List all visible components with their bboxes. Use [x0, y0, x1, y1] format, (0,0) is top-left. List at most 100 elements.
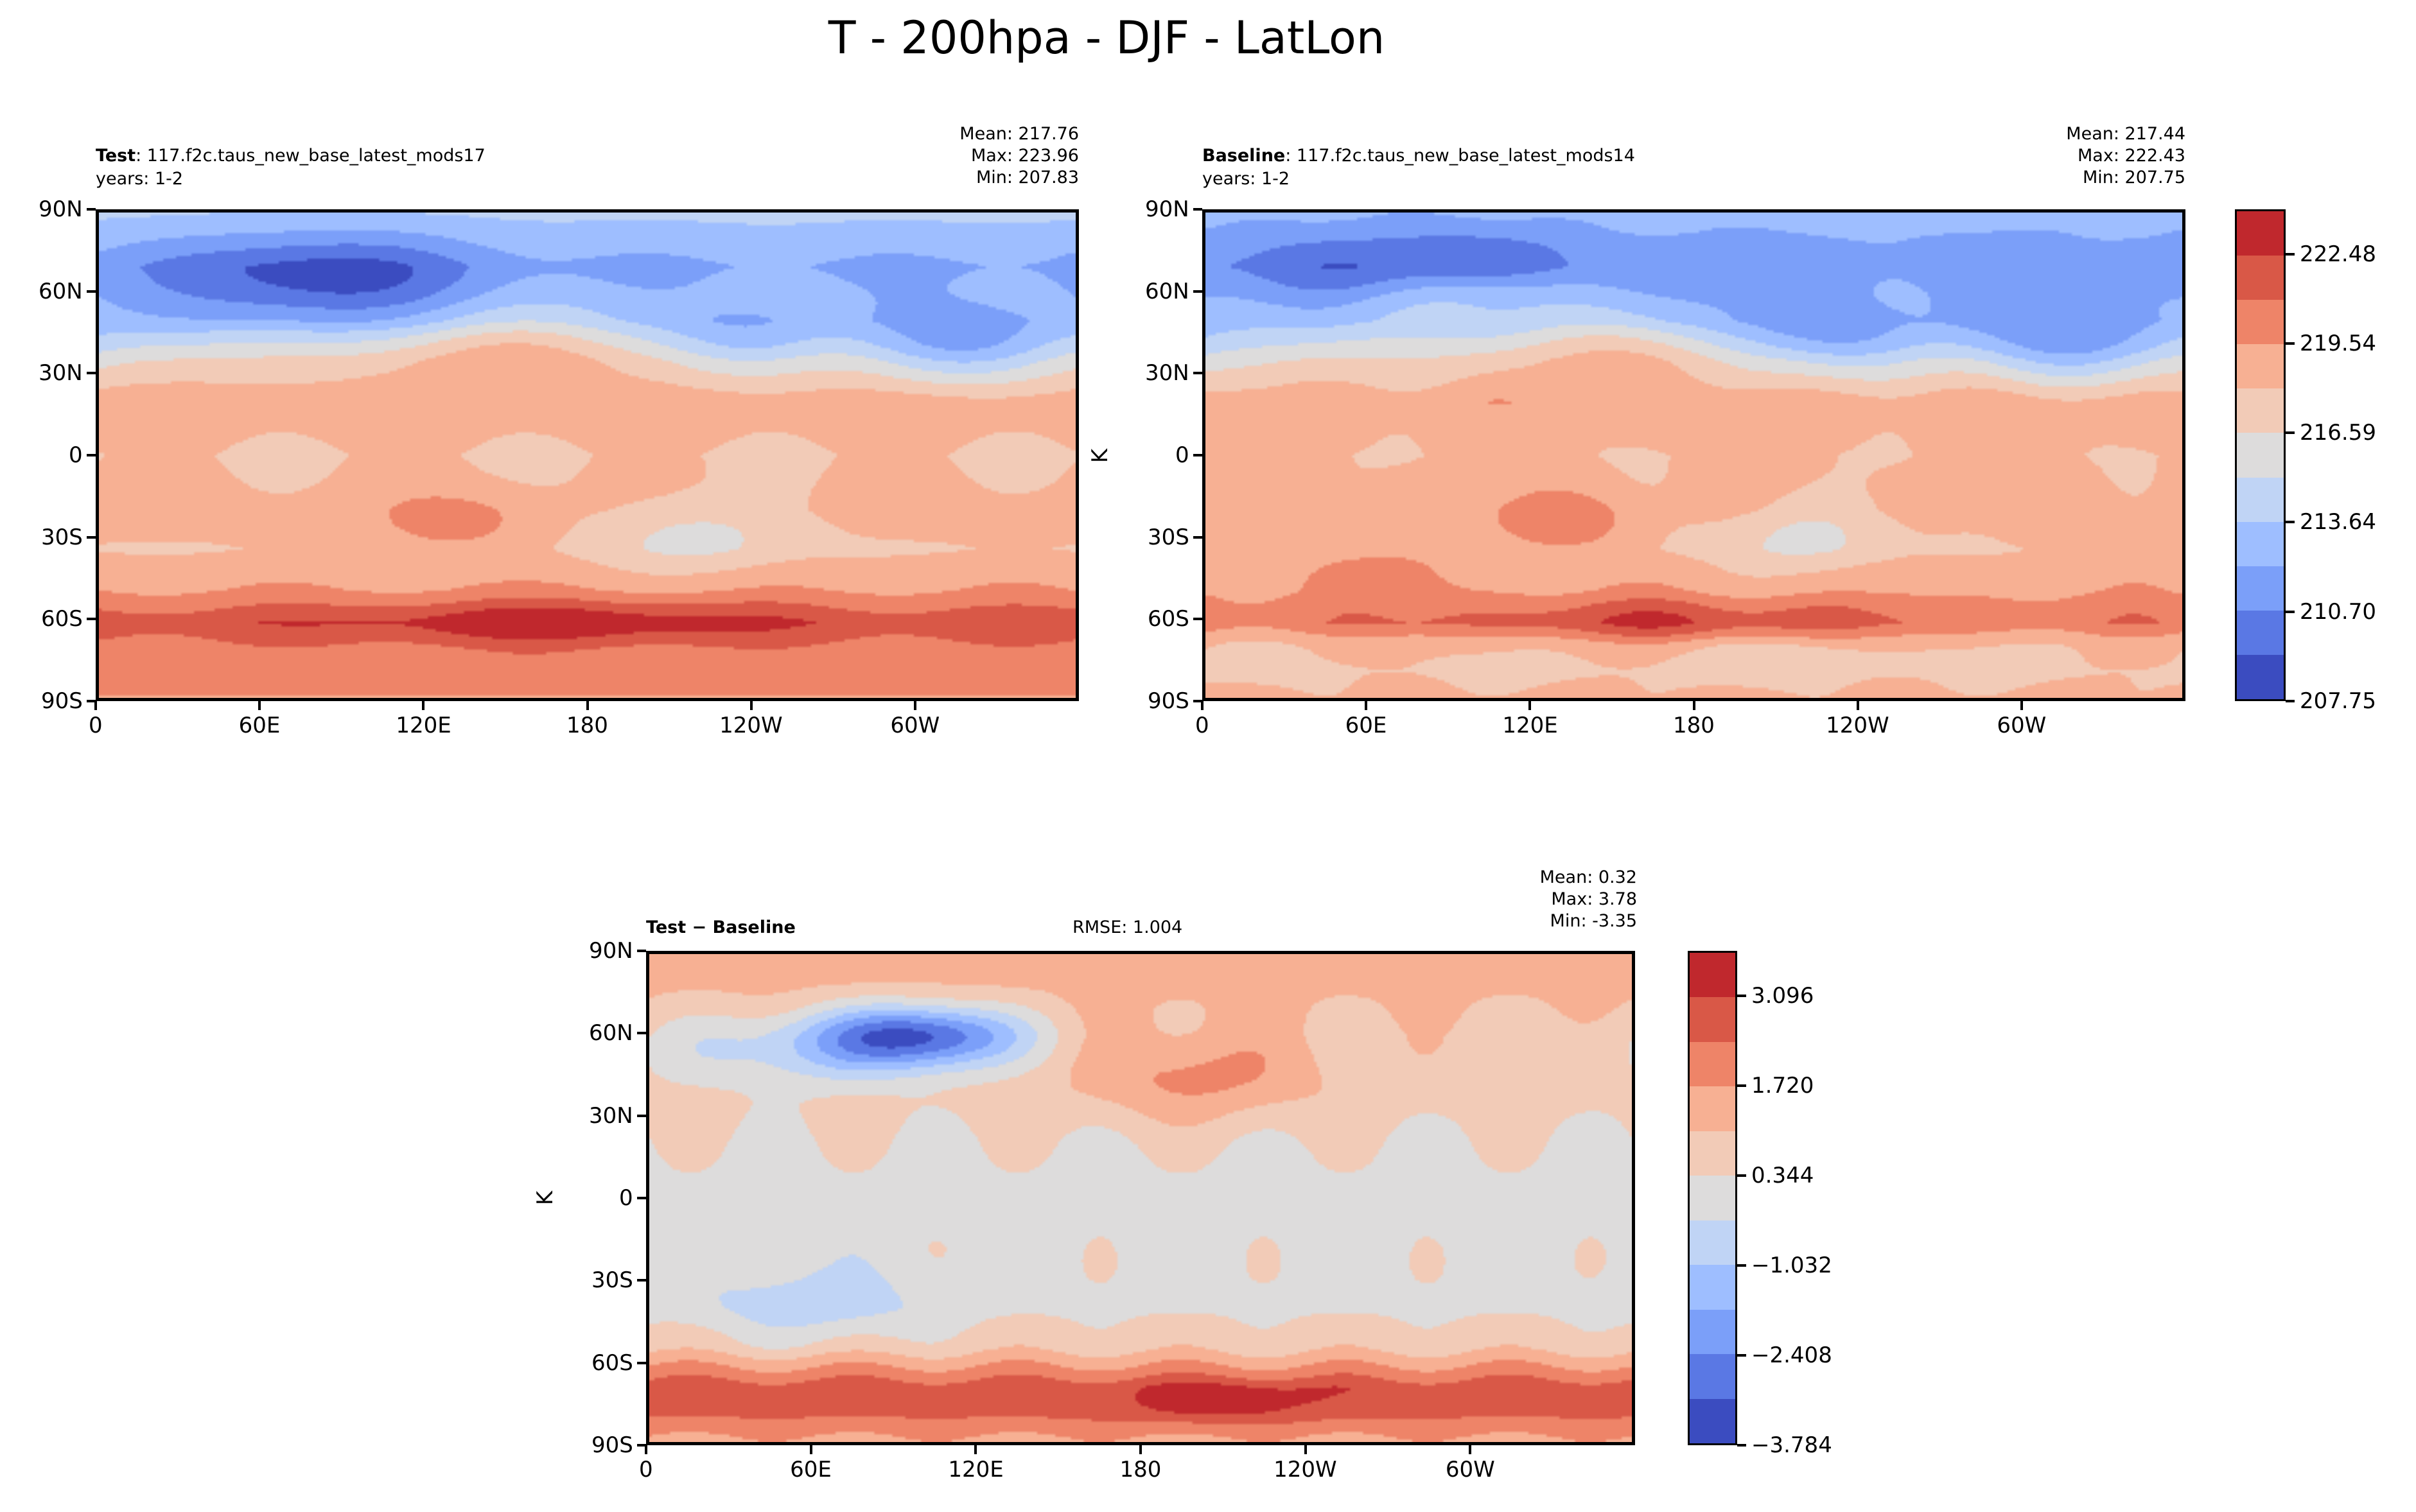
y-tick-label: 0	[619, 1185, 633, 1211]
y-tick-mark	[1193, 535, 1202, 539]
x-tick-mark	[1469, 1445, 1472, 1454]
y-tick-label: 60N	[589, 1020, 633, 1047]
y-tick-label: 60N	[39, 278, 83, 304]
colorbar-tick-mark	[1737, 1444, 1746, 1447]
y-tick-mark	[1193, 208, 1202, 211]
y-tick-label: 60N	[1145, 278, 1189, 304]
mean: Mean: 0.32	[1539, 867, 1637, 887]
colorbar-tick-label: 3.096	[1751, 983, 1814, 1009]
y-tick-mark	[87, 618, 96, 621]
label-bold: Test	[96, 146, 136, 166]
colorbar-band	[2237, 521, 2284, 566]
colorbar-band	[2237, 344, 2284, 389]
colorbar-tick-mark	[1737, 1264, 1746, 1267]
min: Min: 207.83	[976, 168, 1079, 187]
colorbar-tick-label: 213.64	[2300, 509, 2376, 535]
y-tick-mark	[1193, 700, 1202, 702]
y-tick-label: 90S	[41, 688, 83, 714]
map-test	[96, 209, 1079, 701]
x-tick-label: 120E	[948, 1457, 1004, 1482]
y-tick-mark	[637, 1279, 646, 1282]
y-tick-mark	[87, 372, 96, 375]
colorbar-tick-label: 207.75	[2300, 688, 2376, 714]
colorbar-band	[2237, 610, 2284, 655]
colorbar-tick-label: 1.720	[1751, 1073, 1814, 1099]
colorbar-band	[1690, 1398, 1735, 1443]
y-tick-label: 90N	[39, 196, 83, 222]
contour-field-baseline	[1205, 213, 2182, 698]
y-axis-label: K	[532, 1190, 559, 1206]
y-tick-label: 0	[69, 442, 83, 468]
colorbar-tick-mark	[2286, 252, 2295, 256]
panel-baseline-stats: Mean: 217.44 Max: 222.43 Min: 207.75	[2066, 123, 2185, 189]
max: Max: 222.43	[2078, 146, 2185, 166]
y-axis-label: K	[1087, 448, 1114, 464]
x-tick-label: 120W	[719, 713, 783, 738]
x-tick-mark	[645, 1445, 647, 1454]
colorbar-tick-mark	[1737, 1174, 1746, 1177]
x-tick-mark	[974, 1445, 977, 1454]
colorbar-tick-mark	[2286, 342, 2295, 345]
colorbar-band	[1690, 1131, 1735, 1176]
mean: Mean: 217.44	[2066, 124, 2185, 144]
colorbar-band	[1690, 1354, 1735, 1399]
colorbar-band	[1690, 1309, 1735, 1355]
label-text: : 117.f2c.taus_new_base_latest_mods14	[1285, 146, 1635, 166]
colorbar-main	[2235, 209, 2286, 701]
y-tick-label: 30N	[1145, 360, 1189, 387]
y-tick-mark	[87, 208, 96, 211]
x-tick-mark	[1365, 701, 1368, 710]
x-tick-mark	[422, 701, 425, 710]
x-tick-label: 120W	[1826, 713, 1889, 738]
y-tick-mark	[637, 1361, 646, 1364]
max: Max: 3.78	[1551, 889, 1637, 909]
colorbar-band	[1690, 1220, 1735, 1265]
figure-title: T - 200hpa - DJF - LatLon	[828, 12, 1385, 64]
colorbar-band	[2237, 654, 2284, 699]
contour-field-difference	[649, 954, 1632, 1442]
x-tick-label: 60E	[1345, 713, 1387, 738]
y-tick-mark	[87, 454, 96, 456]
x-tick-label: 60W	[1997, 713, 2047, 738]
colorbar-band	[2237, 388, 2284, 433]
x-tick-mark	[749, 701, 753, 710]
x-tick-mark	[1139, 1445, 1142, 1454]
mean: Mean: 217.76	[959, 124, 1079, 144]
y-tick-label: 90N	[1145, 196, 1189, 222]
y-tick-mark	[1193, 618, 1202, 621]
colorbar-diff	[1688, 951, 1737, 1445]
y-tick-label: 0	[1175, 442, 1189, 468]
x-tick-mark	[809, 1445, 812, 1454]
x-tick-mark	[1692, 701, 1695, 710]
colorbar-band	[1690, 1265, 1735, 1310]
map-difference	[646, 951, 1635, 1445]
y-tick-label: 60S	[1148, 606, 1189, 632]
colorbar-tick-mark	[2286, 610, 2295, 613]
colorbar-tick-label: 216.59	[2300, 420, 2376, 446]
x-tick-mark	[1856, 701, 1859, 710]
label-text: : 117.f2c.taus_new_base_latest_mods17	[136, 146, 486, 166]
colorbar-tick-label: −3.784	[1751, 1432, 1832, 1458]
colorbar-band	[2237, 477, 2284, 522]
y-tick-mark	[1193, 290, 1202, 293]
x-tick-label: 60E	[238, 713, 281, 738]
y-tick-mark	[637, 950, 646, 952]
panel-diff-stats: Mean: 0.32 Max: 3.78 Min: -3.35	[1540, 867, 1637, 932]
y-tick-label: 30N	[589, 1102, 633, 1129]
y-tick-mark	[87, 290, 96, 293]
colorbar-band	[1690, 1086, 1735, 1131]
y-tick-label: 30S	[1148, 524, 1189, 550]
x-tick-label: 180	[1119, 1457, 1162, 1482]
x-tick-label: 60W	[1445, 1457, 1495, 1482]
x-tick-mark	[1201, 701, 1204, 710]
colorbar-tick-label: 0.344	[1751, 1163, 1814, 1188]
colorbar-tick-label: 210.70	[2300, 598, 2376, 625]
colorbar-tick-mark	[1737, 995, 1746, 997]
colorbar-band	[2237, 300, 2284, 345]
x-tick-mark	[913, 701, 916, 710]
colorbar-band	[2237, 256, 2284, 300]
x-tick-label: 120E	[1502, 713, 1558, 738]
y-tick-mark	[637, 1197, 646, 1199]
x-tick-label: 180	[566, 713, 608, 738]
panel-diff-label: Test − Baseline	[646, 917, 796, 939]
